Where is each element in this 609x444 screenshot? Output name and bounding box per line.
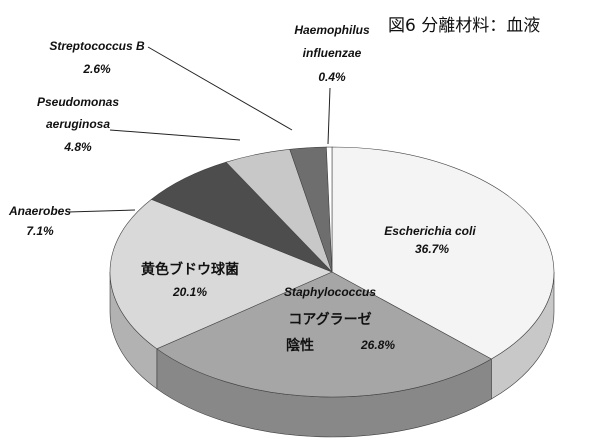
slice-label: 陰性	[286, 337, 314, 354]
slice-side-shade	[156, 348, 492, 438]
slice-label: Anaerobes	[8, 204, 71, 218]
leader-line	[327, 87, 331, 145]
value-label: 26.8%	[360, 338, 395, 352]
slice-label: aeruginosa	[46, 117, 110, 131]
slice-label: Pseudomonas	[37, 95, 119, 109]
leader-line	[67, 209, 136, 213]
slice	[326, 146, 333, 273]
slice-label: Staphylococcus	[284, 285, 376, 299]
leader-line	[147, 46, 293, 131]
value-label: 7.1%	[26, 224, 54, 238]
slice-label: Haemophilus	[294, 23, 370, 37]
slice	[150, 161, 333, 273]
slice-label: influenzae	[303, 46, 362, 60]
value-label: 4.8%	[63, 140, 92, 154]
leader-line	[109, 129, 241, 141]
slice	[156, 271, 492, 398]
slice	[331, 146, 555, 360]
value-label: 2.6%	[82, 62, 111, 76]
slice-label: Streptococcus B	[49, 39, 145, 53]
slice-side-shade	[491, 272, 554, 400]
slice-label: 黄色ブドウ球菌	[141, 261, 239, 278]
slice-side-shade	[110, 272, 157, 389]
value-label: 36.7%	[415, 242, 449, 256]
value-label: 20.1%	[172, 285, 207, 299]
slice-label: コアグラーゼ	[288, 311, 371, 328]
chart-title: 図6 分離材料：血液	[388, 16, 540, 36]
value-label: 0.4%	[318, 70, 346, 84]
slice	[109, 198, 333, 350]
slice-label: Escherichia coli	[384, 224, 476, 238]
